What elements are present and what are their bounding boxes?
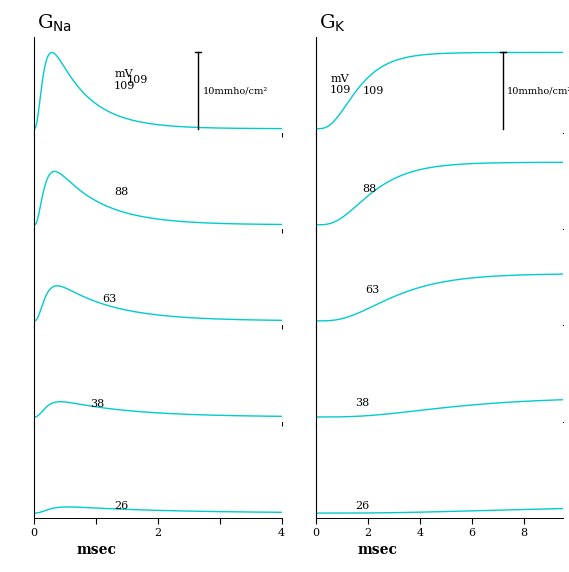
Text: 109: 109 [362,86,384,96]
Text: 10mmho/cm²: 10mmho/cm² [203,86,268,95]
Text: 26: 26 [114,500,129,510]
Text: mV
109: mV 109 [330,74,352,96]
Text: 26: 26 [355,500,369,510]
Text: msec: msec [358,543,398,557]
Text: 88: 88 [114,188,129,197]
Text: 10mmho/cm²: 10mmho/cm² [506,86,569,95]
Text: G$_{\rm Na}$: G$_{\rm Na}$ [37,13,72,34]
Text: 63: 63 [102,293,117,304]
Text: 88: 88 [362,184,377,194]
Text: mV
109: mV 109 [113,69,134,91]
Text: G$_{\rm K}$: G$_{\rm K}$ [319,13,345,34]
Text: 38: 38 [355,398,369,408]
Text: msec: msec [76,543,116,557]
Text: 63: 63 [365,284,380,295]
Text: 38: 38 [90,399,104,409]
Text: 109: 109 [127,75,149,85]
